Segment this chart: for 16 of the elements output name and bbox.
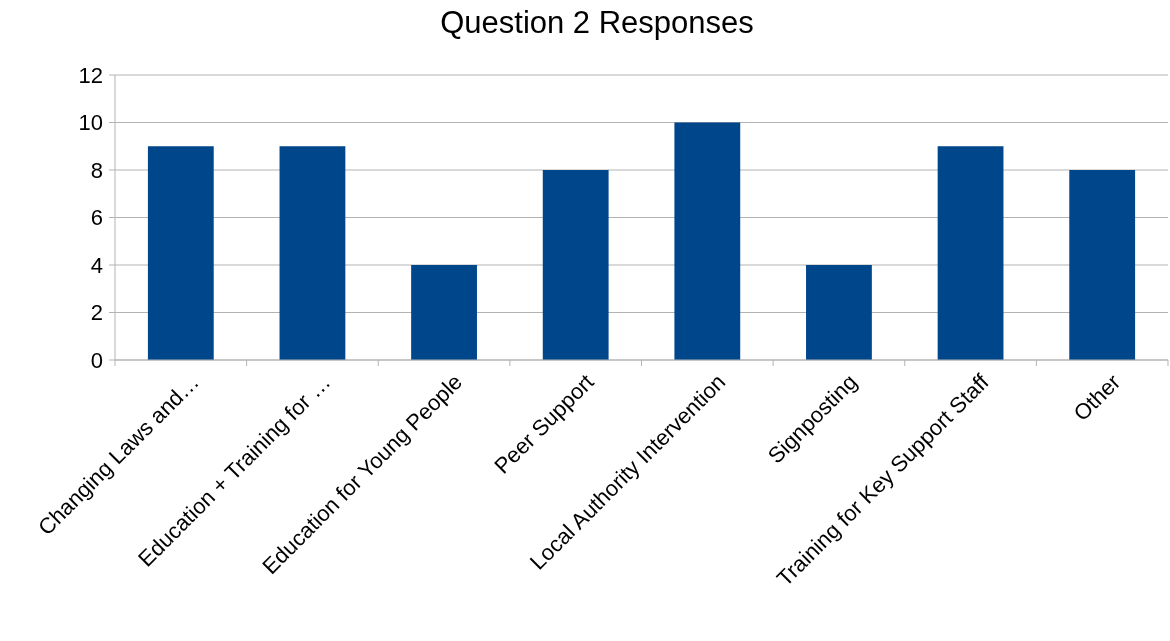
chart-title: Question 2 Responses [440,5,754,40]
bar [937,146,1004,360]
bar [542,170,609,360]
bar [1069,170,1136,360]
y-tick-label: 10 [78,110,103,136]
y-tick-label: 2 [90,300,103,326]
y-tick-label: 12 [78,62,103,88]
bar [147,146,214,360]
y-tick-label: 8 [90,157,103,183]
bar [279,146,346,360]
y-tick-label: 0 [90,347,103,373]
bar [674,122,741,360]
bar [411,265,477,360]
y-tick-label: 4 [90,252,103,278]
bar [806,265,872,360]
y-tick-label: 6 [90,205,103,231]
